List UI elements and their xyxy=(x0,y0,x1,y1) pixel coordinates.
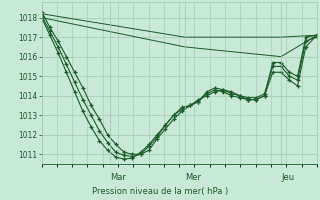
Text: Pression niveau de la mer( hPa ): Pression niveau de la mer( hPa ) xyxy=(92,187,228,196)
Text: Mar: Mar xyxy=(110,173,126,182)
Text: Mer: Mer xyxy=(185,173,201,182)
Text: Jeu: Jeu xyxy=(281,173,294,182)
